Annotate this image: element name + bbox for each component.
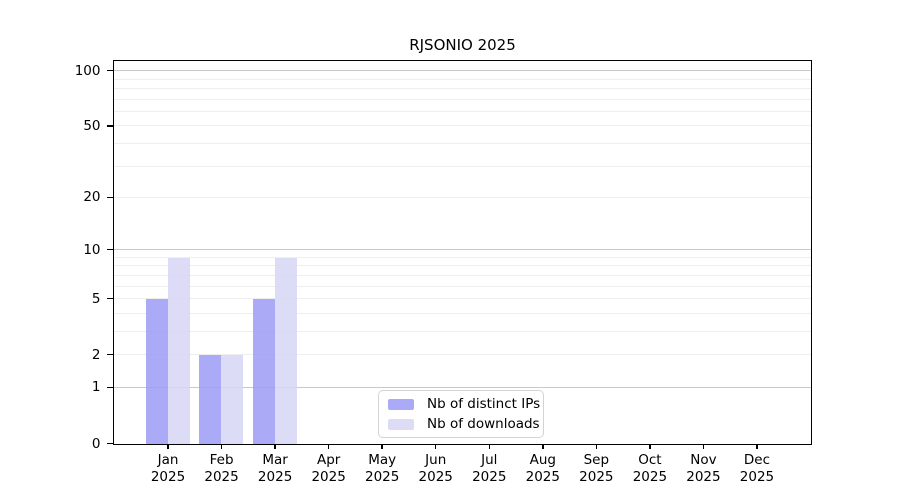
x-tick-month: Dec — [743, 451, 771, 468]
x-tick-year: 2025 — [525, 468, 560, 485]
x-tick-aug — [542, 443, 544, 449]
y-tick-5 — [106, 297, 113, 300]
x-tick-year: 2025 — [257, 468, 293, 485]
y-tick-label-50: 50 — [83, 117, 101, 134]
x-tick-month: Jun — [425, 451, 447, 468]
bar-nb-of-downloads-jan — [167, 257, 190, 444]
x-tick-label-dec: Dec 2025 — [725, 452, 789, 486]
legend-swatch-nb-of-distinct-ips — [388, 398, 414, 410]
x-tick-month: Jul — [481, 451, 498, 468]
gridline-minor-30 — [114, 165, 811, 167]
gridline-minor-80 — [114, 87, 811, 89]
y-tick-label-20: 20 — [83, 189, 101, 206]
y-tick-label-100: 100 — [74, 62, 101, 79]
legend-label-nb-of-downloads: Nb of downloads — [427, 416, 540, 432]
x-tick-month: Nov — [690, 451, 717, 468]
x-tick-month: Sep — [583, 451, 610, 468]
x-tick-label-sep: Sep 2025 — [564, 452, 628, 486]
x-tick-sep — [595, 443, 598, 449]
x-tick-month: Apr — [316, 451, 341, 468]
gridline-major-100 — [114, 70, 811, 72]
legend-item-nb-of-distinct-ips: Nb of distinct IPs — [388, 396, 543, 412]
gridline-minor-40 — [114, 142, 811, 144]
gridline-minor-9 — [114, 256, 811, 258]
plot-area — [113, 60, 812, 445]
x-tick-label-feb: Feb 2025 — [190, 452, 254, 486]
y-tick-label-10: 10 — [83, 241, 101, 258]
x-tick-month: May — [368, 451, 397, 468]
gridline-minor-60 — [114, 110, 811, 112]
gridline-minor-90 — [114, 78, 811, 80]
bar-nb-of-distinct-ips-mar — [252, 299, 275, 444]
x-tick-month: Jan — [157, 451, 179, 468]
legend-item-nb-of-downloads: Nb of downloads — [388, 416, 543, 432]
x-tick-oct — [649, 443, 651, 449]
x-tick-year: 2025 — [739, 468, 775, 485]
gridline-minor-5 — [114, 298, 811, 300]
x-tick-year: 2025 — [311, 468, 346, 485]
gridline-minor-3 — [114, 330, 811, 332]
x-tick-may — [381, 443, 383, 449]
y-tick-label-0: 0 — [91, 435, 101, 452]
gridline-minor-50 — [114, 125, 811, 127]
x-tick-jun — [434, 443, 437, 449]
x-tick-nov — [702, 443, 705, 449]
bar-nb-of-distinct-ips-feb — [199, 355, 222, 444]
chart-title: RJSONIO 2025 — [409, 36, 516, 54]
x-tick-label-may: May 2025 — [350, 452, 414, 486]
gridline-major-10 — [114, 249, 811, 251]
x-tick-month: Aug — [529, 451, 556, 468]
x-tick-jan — [167, 443, 169, 449]
gridline-minor-6 — [114, 285, 811, 287]
gridline-major-1 — [114, 387, 811, 388]
y-tick-50 — [106, 125, 113, 127]
y-tick-0 — [106, 442, 113, 445]
y-tick-label-2: 2 — [91, 346, 101, 363]
legend-label-nb-of-distinct-ips: Nb of distinct IPs — [427, 396, 541, 412]
x-tick-year: 2025 — [365, 468, 400, 485]
x-tick-label-mar: Mar 2025 — [243, 452, 307, 486]
x-tick-label-oct: Oct 2025 — [618, 452, 682, 486]
x-tick-label-jan: Jan 2025 — [136, 452, 200, 486]
x-tick-dec — [756, 443, 758, 449]
x-tick-year: 2025 — [204, 468, 239, 485]
bar-nb-of-downloads-feb — [221, 355, 244, 444]
y-tick-100 — [106, 69, 113, 72]
gridline-minor-7 — [114, 274, 811, 276]
y-tick-10 — [106, 248, 113, 251]
x-tick-month: Mar — [262, 451, 288, 468]
gridline-minor-70 — [114, 98, 811, 100]
x-tick-year: 2025 — [686, 468, 721, 485]
x-tick-apr — [327, 443, 330, 449]
x-tick-jul — [488, 443, 491, 449]
bar-nb-of-downloads-mar — [274, 257, 297, 444]
y-tick-2 — [106, 353, 113, 356]
x-tick-label-jun: Jun 2025 — [404, 452, 468, 486]
bar-nb-of-distinct-ips-jan — [145, 299, 168, 444]
gridline-minor-4 — [114, 312, 811, 314]
x-tick-label-aug: Aug 2025 — [511, 452, 575, 486]
x-tick-mar — [274, 443, 276, 449]
x-tick-month: Feb — [209, 451, 234, 468]
gridline-minor-2 — [114, 354, 811, 356]
x-tick-feb — [220, 443, 223, 449]
y-tick-label-5: 5 — [91, 290, 101, 307]
y-tick-label-1: 1 — [91, 379, 101, 396]
legend-swatch-nb-of-downloads — [388, 418, 414, 430]
x-tick-year: 2025 — [632, 468, 668, 485]
x-tick-year: 2025 — [472, 468, 507, 485]
x-tick-label-jul: Jul 2025 — [457, 452, 521, 486]
x-tick-year: 2025 — [579, 468, 614, 485]
y-tick-20 — [106, 196, 113, 199]
gridline-minor-20 — [114, 197, 811, 198]
legend: Nb of distinct IPs Nb of downloads — [378, 390, 544, 438]
x-tick-label-apr: Apr 2025 — [297, 452, 361, 486]
gridline-minor-8 — [114, 265, 811, 267]
x-tick-month: Oct — [638, 451, 662, 468]
x-tick-label-nov: Nov 2025 — [671, 452, 735, 486]
y-tick-1 — [106, 386, 113, 389]
x-tick-year: 2025 — [418, 468, 453, 485]
x-tick-year: 2025 — [150, 468, 186, 485]
